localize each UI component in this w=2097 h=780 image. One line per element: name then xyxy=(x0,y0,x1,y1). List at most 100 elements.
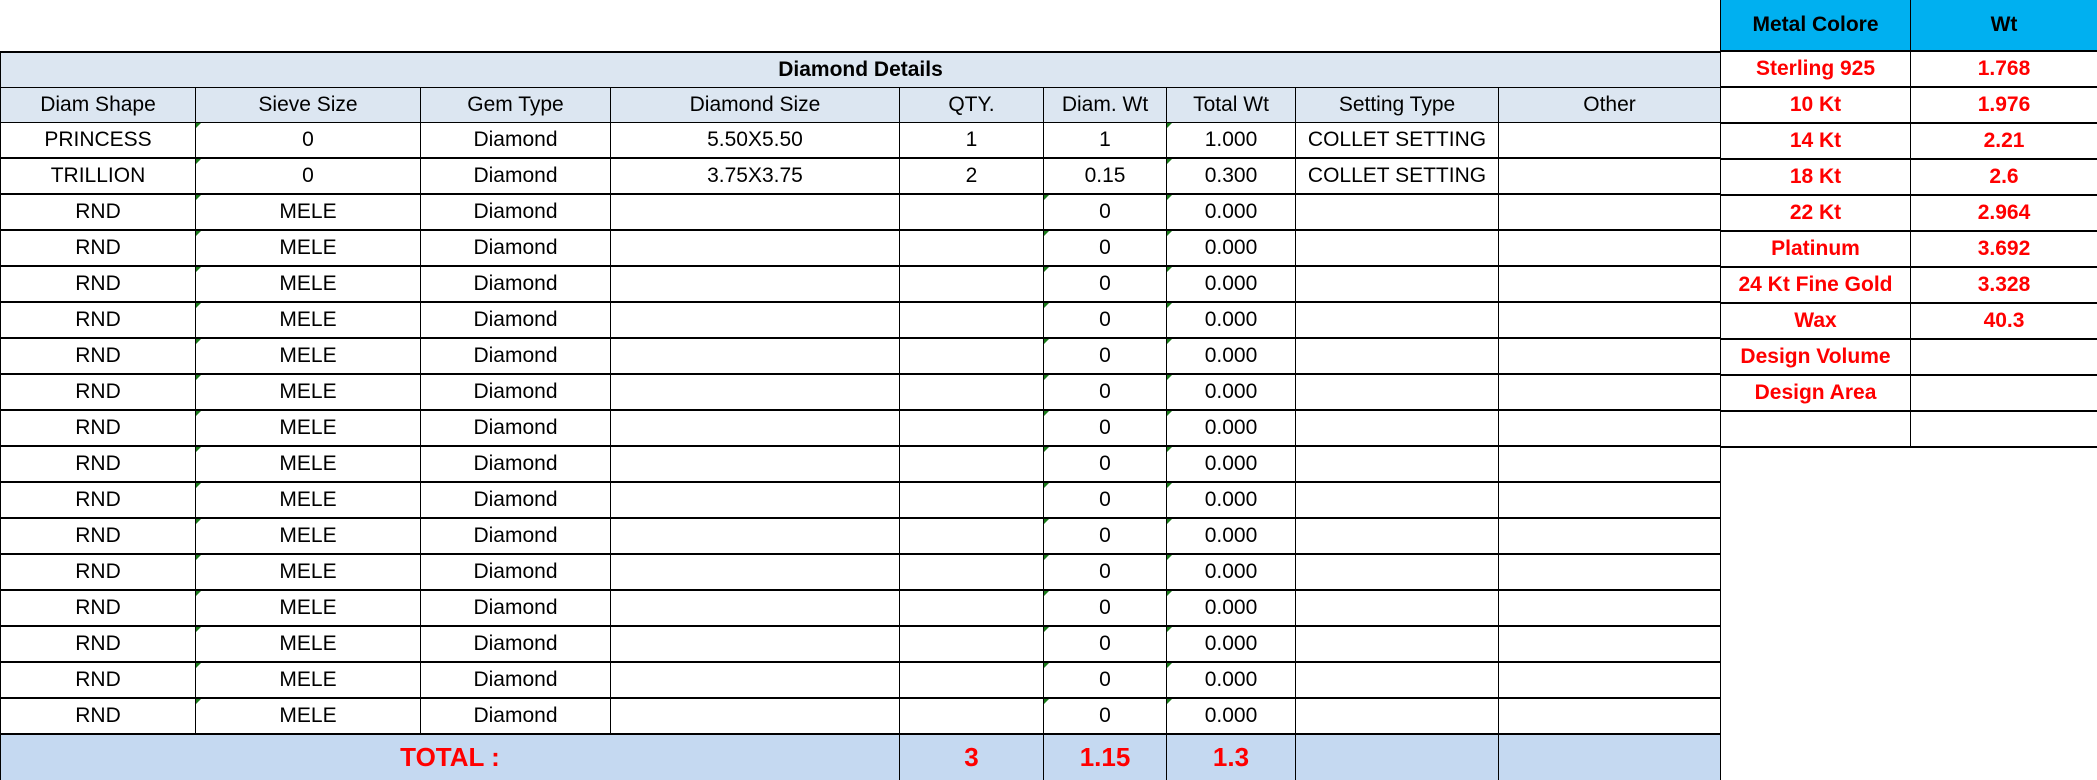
table-cell[interactable]: MELE xyxy=(196,662,421,698)
table-cell[interactable]: 0 xyxy=(1044,230,1167,266)
table-cell[interactable]: RND xyxy=(1,194,196,230)
table-cell[interactable]: RND xyxy=(1,446,196,482)
table-cell[interactable] xyxy=(611,194,900,230)
table-cell[interactable]: Diamond xyxy=(421,266,611,302)
table-cell[interactable]: Diamond xyxy=(421,554,611,590)
table-cell[interactable]: MELE xyxy=(196,230,421,266)
table-cell[interactable]: 0 xyxy=(1044,446,1167,482)
table-cell[interactable]: Diamond xyxy=(421,698,611,734)
table-cell[interactable] xyxy=(611,230,900,266)
table-cell[interactable] xyxy=(1296,374,1499,410)
table-cell[interactable]: MELE xyxy=(196,698,421,734)
table-cell[interactable]: 0.000 xyxy=(1167,302,1296,338)
table-cell[interactable] xyxy=(611,410,900,446)
table-cell[interactable] xyxy=(611,266,900,302)
table-cell[interactable] xyxy=(1296,338,1499,374)
table-cell[interactable] xyxy=(1499,698,1721,734)
table-cell[interactable] xyxy=(900,518,1044,554)
table-cell[interactable] xyxy=(900,482,1044,518)
table-cell[interactable] xyxy=(900,554,1044,590)
table-cell[interactable] xyxy=(1499,123,1721,159)
metal-name-cell[interactable]: Platinum xyxy=(1721,231,1911,267)
table-cell[interactable] xyxy=(611,374,900,410)
table-cell[interactable]: 0 xyxy=(1044,662,1167,698)
table-cell[interactable]: RND xyxy=(1,302,196,338)
table-cell[interactable]: 1 xyxy=(900,123,1044,159)
table-cell[interactable]: 0.000 xyxy=(1167,374,1296,410)
metal-name-cell[interactable]: Wax xyxy=(1721,303,1911,339)
table-cell[interactable]: Diamond xyxy=(421,590,611,626)
table-cell[interactable] xyxy=(1296,518,1499,554)
metal-wt-cell[interactable]: 2.964 xyxy=(1911,195,2097,231)
table-cell[interactable]: Diamond xyxy=(421,626,611,662)
table-cell[interactable] xyxy=(1499,338,1721,374)
table-cell[interactable]: 0 xyxy=(1044,410,1167,446)
table-cell[interactable]: RND xyxy=(1,590,196,626)
table-cell[interactable]: 0.300 xyxy=(1167,158,1296,194)
table-cell[interactable]: Diamond xyxy=(421,482,611,518)
table-cell[interactable]: 0.000 xyxy=(1167,662,1296,698)
table-cell[interactable]: 0 xyxy=(196,158,421,194)
table-cell[interactable]: 5.50X5.50 xyxy=(611,123,900,159)
table-cell[interactable] xyxy=(1296,410,1499,446)
metal-wt-cell[interactable] xyxy=(1911,339,2097,375)
metal-wt-cell[interactable]: 2.21 xyxy=(1911,123,2097,159)
metal-wt-cell[interactable]: 1.768 xyxy=(1911,51,2097,87)
table-cell[interactable] xyxy=(1499,554,1721,590)
table-cell[interactable] xyxy=(1499,266,1721,302)
table-cell[interactable]: 0.000 xyxy=(1167,338,1296,374)
table-cell[interactable] xyxy=(1499,446,1721,482)
table-cell[interactable]: MELE xyxy=(196,266,421,302)
table-cell[interactable] xyxy=(900,410,1044,446)
table-cell[interactable] xyxy=(900,662,1044,698)
metal-wt-cell[interactable]: 1.976 xyxy=(1911,87,2097,123)
table-cell[interactable] xyxy=(1296,230,1499,266)
table-cell[interactable]: 0 xyxy=(1044,482,1167,518)
table-cell[interactable]: 0.15 xyxy=(1044,158,1167,194)
table-cell[interactable]: MELE xyxy=(196,554,421,590)
metal-name-cell[interactable]: 18 Kt xyxy=(1721,159,1911,195)
table-cell[interactable]: COLLET SETTING xyxy=(1296,158,1499,194)
metal-name-cell[interactable]: 22 Kt xyxy=(1721,195,1911,231)
table-cell[interactable] xyxy=(1499,626,1721,662)
table-cell[interactable]: Diamond xyxy=(421,662,611,698)
table-cell[interactable]: MELE xyxy=(196,590,421,626)
table-cell[interactable]: Diamond xyxy=(421,518,611,554)
table-cell[interactable]: Diamond xyxy=(421,410,611,446)
table-cell[interactable]: 0 xyxy=(1044,698,1167,734)
table-cell[interactable] xyxy=(611,626,900,662)
table-cell[interactable] xyxy=(900,590,1044,626)
table-cell[interactable]: RND xyxy=(1,410,196,446)
table-cell[interactable]: MELE xyxy=(196,374,421,410)
table-cell[interactable] xyxy=(1499,482,1721,518)
table-cell[interactable]: 0.000 xyxy=(1167,194,1296,230)
table-cell[interactable]: 0.000 xyxy=(1167,410,1296,446)
table-cell[interactable] xyxy=(1499,410,1721,446)
metal-name-cell[interactable]: 14 Kt xyxy=(1721,123,1911,159)
metal-name-cell[interactable] xyxy=(1721,411,1911,447)
table-cell[interactable] xyxy=(900,626,1044,662)
metal-wt-cell[interactable]: 2.6 xyxy=(1911,159,2097,195)
table-cell[interactable]: 0 xyxy=(1044,626,1167,662)
table-cell[interactable] xyxy=(900,230,1044,266)
table-cell[interactable]: RND xyxy=(1,698,196,734)
table-cell[interactable]: 0.000 xyxy=(1167,554,1296,590)
table-cell[interactable] xyxy=(1296,482,1499,518)
table-cell[interactable]: RND xyxy=(1,338,196,374)
table-cell[interactable]: 1 xyxy=(1044,123,1167,159)
table-cell[interactable] xyxy=(1499,374,1721,410)
table-cell[interactable]: Diamond xyxy=(421,302,611,338)
table-cell[interactable]: MELE xyxy=(196,518,421,554)
table-cell[interactable] xyxy=(900,446,1044,482)
table-cell[interactable] xyxy=(900,338,1044,374)
table-cell[interactable]: MELE xyxy=(196,410,421,446)
table-cell[interactable]: MELE xyxy=(196,482,421,518)
table-cell[interactable] xyxy=(611,554,900,590)
table-cell[interactable]: MELE xyxy=(196,338,421,374)
table-cell[interactable] xyxy=(900,698,1044,734)
table-cell[interactable] xyxy=(1296,302,1499,338)
table-cell[interactable]: 0.000 xyxy=(1167,698,1296,734)
table-cell[interactable] xyxy=(1296,626,1499,662)
metal-name-cell[interactable]: 10 Kt xyxy=(1721,87,1911,123)
table-cell[interactable]: RND xyxy=(1,662,196,698)
